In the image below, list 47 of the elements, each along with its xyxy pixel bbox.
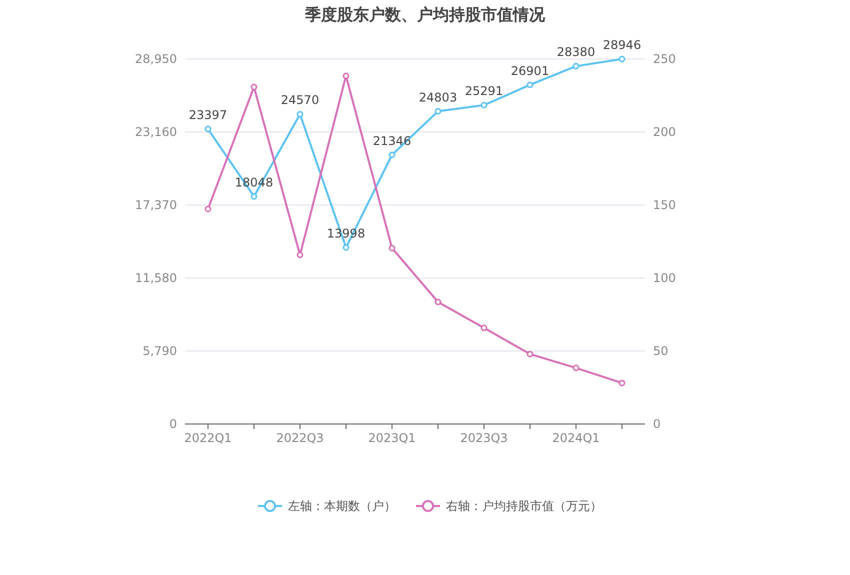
legend-label: 右轴：户均持股市值（万元） — [446, 499, 602, 513]
data-label: 23397 — [188, 108, 228, 122]
y2-tick-label: 0 — [653, 417, 661, 431]
y2-tick-label: 250 — [653, 52, 676, 66]
point — [250, 84, 258, 90]
data-label: 24570 — [280, 93, 320, 108]
point — [480, 324, 488, 332]
point — [250, 193, 258, 200]
y-tick-label: 0 — [169, 417, 177, 431]
y2-tick-label: 50 — [653, 344, 668, 358]
y-tick-label: 5,790 — [142, 344, 177, 358]
y-tick-label: 23,160 — [135, 125, 177, 139]
point — [388, 152, 396, 158]
point — [572, 364, 580, 372]
point — [342, 72, 350, 80]
y-tick-label: 11,580 — [135, 271, 177, 285]
data-label: 24803 — [418, 90, 458, 104]
data-label: 28380 — [556, 45, 596, 60]
point — [342, 244, 350, 251]
point — [572, 62, 580, 70]
x-tick-label: 2022Q3 — [276, 431, 324, 445]
chart-title: 季度股东户数、户均持股市值情况 — [304, 5, 546, 24]
x-tick-label: 2023Q1 — [368, 431, 416, 445]
x-tick-label: 2022Q1 — [184, 431, 232, 445]
point — [526, 350, 534, 358]
point — [204, 126, 212, 132]
y2-tick-label: 100 — [653, 271, 676, 285]
x-tick-label: 2024Q1 — [552, 431, 600, 445]
data-label: 28946 — [602, 38, 642, 52]
data-label: 26901 — [510, 64, 550, 78]
point — [296, 252, 304, 258]
point — [388, 244, 396, 252]
point — [618, 380, 626, 386]
point — [526, 82, 534, 88]
y-tick-label: 28,950 — [135, 52, 177, 66]
point — [618, 56, 626, 62]
x-tick-label: 2023Q3 — [460, 431, 508, 445]
y2-tick-label: 200 — [653, 125, 676, 139]
point — [204, 206, 212, 212]
y2-tick-label: 150 — [653, 198, 676, 212]
legend-label: 左轴：本期数（户） — [288, 499, 396, 513]
point — [434, 298, 442, 306]
y-tick-label: 17,370 — [135, 198, 177, 212]
point — [480, 102, 488, 108]
point — [434, 108, 442, 115]
data-label: 25291 — [464, 84, 504, 98]
point — [296, 110, 304, 118]
